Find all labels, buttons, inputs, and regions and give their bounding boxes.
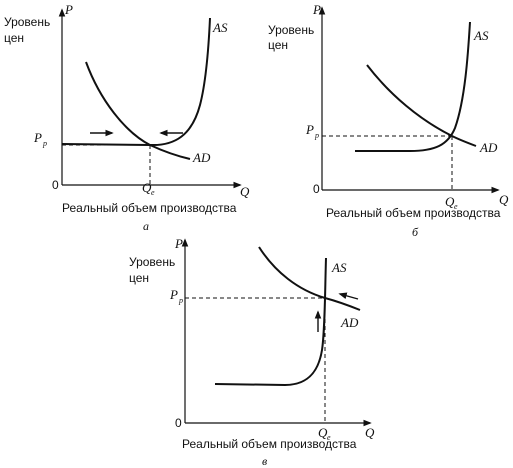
panel-b-as-label: AS (473, 28, 489, 43)
panel-a: P Уровень цен Q 0 Реальный объем произво… (4, 2, 250, 233)
panel-c-ad-curve (258, 246, 361, 311)
panel-b-p-label: P (312, 2, 321, 17)
panel-a-ad-label: AD (192, 150, 211, 165)
panel-a-ad-curve (85, 61, 191, 160)
panel-a-pe-sub: р (42, 139, 47, 148)
panel-b-origin: 0 (313, 182, 320, 196)
panel-b-price-level-label-1: Уровень (268, 23, 314, 37)
panel-a-price-level-label-1: Уровень (4, 15, 50, 29)
panel-a-qe-label: Q (142, 180, 152, 195)
panel-c-origin: 0 (175, 416, 182, 430)
panel-a-as-label: AS (212, 20, 228, 35)
panel-c-arrow-left (338, 292, 359, 300)
panel-a-real-output-label: Реальный объем производства (62, 201, 237, 215)
panel-c-q-label: Q (365, 425, 375, 440)
panel-b-price-level-label-2: цен (268, 38, 288, 52)
panel-b-pe-label: P (305, 122, 314, 137)
panel-c-price-level-label-2: цен (129, 271, 149, 285)
panel-b-qe-label: Q (445, 194, 455, 209)
panel-b-letter: б (412, 225, 419, 239)
panel-b-pe-sub: р (314, 131, 319, 140)
panel-a-as-curve (61, 17, 211, 147)
panel-a-pe-label: P (33, 130, 42, 145)
panel-c-as-label: AS (331, 260, 347, 275)
panel-c-real-output-label: Реальный объем производства (182, 437, 357, 451)
panel-a-q-label: Q (240, 184, 250, 199)
panel-b-ad-curve (366, 64, 477, 147)
panel-c-pe-sub: р (178, 296, 183, 305)
panel-c-as-curve (214, 257, 327, 387)
panel-a-origin: 0 (52, 178, 59, 192)
panel-c: P Уровень цен Q 0 Реальный объем произво… (129, 236, 375, 468)
panel-b-as-curve (355, 21, 471, 152)
panel-a-price-level-label-2: цен (4, 31, 24, 45)
panel-c-price-level-label-1: Уровень (129, 255, 175, 269)
panel-c-qe-label: Q (318, 425, 328, 440)
panel-c-p-label: P (174, 236, 183, 251)
panel-a-p-label: P (64, 2, 73, 17)
panel-c-letter: в (262, 454, 267, 468)
panel-b-real-output-label: Реальный объем производства (326, 206, 501, 220)
panel-a-qe-sub: e (151, 188, 155, 197)
panel-c-ad-label: AD (340, 315, 359, 330)
panel-c-qe-sub: e (327, 433, 331, 442)
panel-b: P Уровень цен Q 0 Реальный объем произво… (268, 2, 509, 239)
panel-a-letter: а (143, 219, 149, 233)
panel-b-q-label: Q (499, 192, 509, 207)
panel-b-ad-label: AD (479, 140, 498, 155)
panel-c-pe-label: P (169, 287, 178, 302)
panel-b-qe-sub: e (454, 202, 458, 211)
